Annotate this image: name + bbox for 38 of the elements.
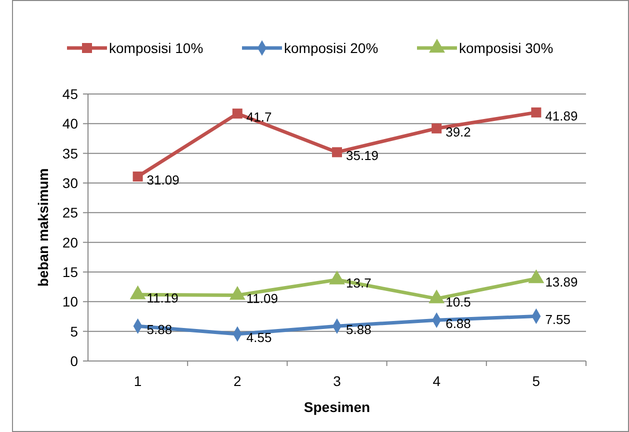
- data-label: 39.2: [446, 124, 471, 140]
- y-tick-label: 20: [62, 234, 78, 250]
- point: [332, 147, 342, 158]
- point: [432, 123, 442, 134]
- data-label: 5.88: [346, 322, 372, 338]
- y-axis-title: beban maksimum: [35, 168, 51, 287]
- data-label: 13.89: [545, 274, 578, 290]
- data-label: 41.7: [246, 110, 272, 125]
- point: [531, 107, 542, 118]
- data-label: 41.89: [545, 108, 578, 124]
- y-tick-label: 25: [62, 204, 78, 221]
- x-tick-label: 2: [234, 373, 242, 389]
- y-tick-label: 15: [62, 264, 78, 280]
- x-tick-label: 1: [134, 373, 142, 389]
- x-tick-label: 5: [532, 373, 540, 389]
- data-label: 31.09: [146, 172, 180, 188]
- y-tick-label: 45: [62, 86, 78, 102]
- x-axis-title: Spesimen: [304, 399, 370, 415]
- legend-label: komposisi 20%: [284, 40, 378, 56]
- legend-label: komposisi 30%: [459, 40, 554, 56]
- data-label: 6.88: [446, 316, 471, 332]
- y-tick-label: 0: [70, 353, 78, 369]
- data-label: 35.19: [346, 148, 379, 164]
- x-tick-label: 3: [333, 373, 342, 389]
- point: [232, 108, 242, 119]
- data-label: 10.5: [446, 294, 471, 310]
- y-tick-label: 5: [70, 323, 78, 340]
- data-label: 7.55: [545, 312, 571, 328]
- data-label: 11.09: [246, 291, 278, 306]
- point: [132, 172, 143, 182]
- x-tick-label: 4: [432, 373, 441, 389]
- legend-label: komposisi 10%: [109, 40, 204, 56]
- y-tick-label: 40: [62, 116, 78, 132]
- y-tick-label: 30: [62, 175, 78, 191]
- data-label: 4.55: [246, 330, 272, 346]
- data-label: 5.88: [146, 322, 172, 338]
- y-tick-label: 10: [62, 294, 78, 310]
- y-tick-label: 35: [62, 145, 78, 162]
